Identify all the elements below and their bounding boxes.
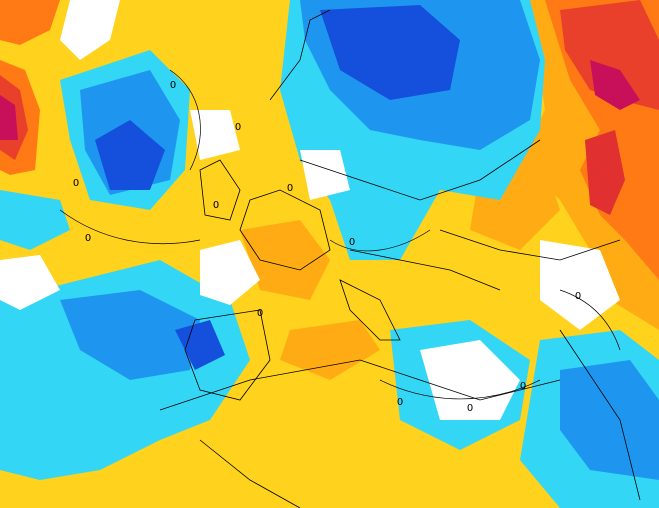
coastlines — [159, 9, 641, 508]
contour-label: 0 — [170, 80, 176, 91]
contour-labels: 0 0 0 0 0 0 0 0 0 0 0 0 — [73, 80, 581, 414]
contour-label: 0 — [397, 397, 403, 408]
contour-label: 0 — [349, 237, 355, 248]
contour-label: 0 — [287, 183, 293, 194]
contour-lines — [59, 69, 621, 400]
contour-label: 0 — [467, 403, 473, 414]
contour-label: 0 — [73, 178, 79, 189]
warm-field — [0, 0, 659, 380]
contour-label: 0 — [257, 308, 263, 319]
contour-label: 0 — [575, 291, 581, 302]
contour-label: 0 — [235, 122, 241, 133]
contour-label: 0 — [213, 200, 219, 211]
contour-label: 0 — [85, 233, 91, 244]
neutral-field — [0, 0, 620, 420]
contour-label: 0 — [520, 381, 526, 392]
